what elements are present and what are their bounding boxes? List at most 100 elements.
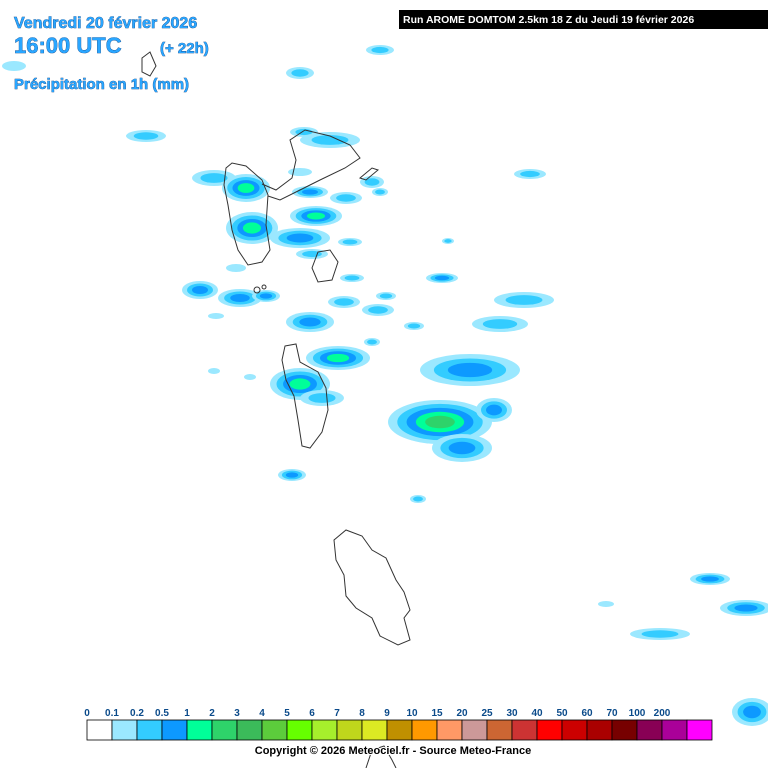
legend-swatch: [136, 719, 163, 741]
rain-cell: [288, 168, 312, 176]
montserrat: [141, 51, 157, 77]
rain-cell: [192, 286, 208, 294]
legend-swatch: [336, 719, 363, 741]
rain-cell: [407, 323, 421, 329]
rain-cell: [734, 604, 758, 612]
rain-cell: [259, 293, 273, 299]
legend-swatch: [661, 719, 688, 741]
legend-swatch: [511, 719, 538, 741]
rain-cell: [336, 194, 356, 202]
legend-swatch: [486, 719, 513, 741]
legend-swatch: [461, 719, 488, 741]
time: 16:00 UTC: [14, 33, 122, 58]
rain-cell: [434, 275, 450, 281]
coastlines: [141, 51, 411, 768]
rain-cell: [286, 233, 314, 243]
rain-cell: [344, 275, 360, 281]
rain-cell: [299, 317, 321, 327]
run-box: [399, 10, 768, 29]
rain-cell: [242, 222, 262, 234]
legend-label: 10: [406, 708, 418, 719]
legend-swatch: [411, 719, 438, 741]
legend-label: 200: [654, 708, 671, 719]
legend-swatch: [186, 719, 213, 741]
rain-cell: [367, 339, 377, 345]
precipitation-field: [2, 45, 768, 726]
legend-swatch: [236, 719, 263, 741]
rain-cell: [200, 173, 228, 183]
legend-label: 8: [359, 708, 365, 719]
dominica: [281, 343, 329, 449]
date: Vendredi 20 février 2026: [14, 15, 197, 32]
lead-time: (+ 22h): [160, 40, 209, 57]
legend-swatch: [636, 719, 663, 741]
rain-cell: [413, 496, 423, 502]
rain-cell: [379, 293, 393, 299]
rain-cell: [285, 472, 299, 478]
legend-swatch: [361, 719, 388, 741]
rain-cell: [598, 601, 614, 607]
legend-label: 0.2: [130, 708, 144, 719]
legend-swatch: [586, 719, 613, 741]
legend-swatch: [561, 719, 588, 741]
rain-cell: [334, 298, 354, 306]
rain-cell: [133, 132, 159, 140]
copyright: Copyright © 2026 Meteociel.fr - Source M…: [255, 745, 531, 757]
rain-cell: [701, 576, 719, 582]
legend-swatch: [436, 719, 463, 741]
desirade: [358, 167, 380, 181]
legend-swatch: [286, 719, 313, 741]
rain-cell: [448, 441, 476, 455]
rain-cell: [208, 313, 224, 319]
legend-label: 7: [334, 708, 340, 719]
guadeloupe-basse-terre: [223, 162, 271, 266]
legend-swatch: [111, 719, 138, 741]
rain-cell: [447, 362, 493, 378]
product: Précipitation en 1h (mm): [14, 76, 189, 93]
legend-swatch: [611, 719, 638, 741]
les-saintes: [253, 284, 267, 294]
rain-cell: [375, 189, 385, 195]
marie-galante: [311, 249, 339, 283]
legend-label: 25: [481, 708, 493, 719]
rain-cell: [230, 294, 250, 302]
rain-cell: [520, 170, 540, 178]
rain-cell: [364, 178, 380, 186]
legend-label: 100: [629, 708, 646, 719]
guadeloupe-grande-terre: [261, 129, 361, 201]
legend-label: 15: [431, 708, 443, 719]
legend-label: 0.1: [105, 708, 119, 719]
legend-label: 60: [581, 708, 593, 719]
legend-label: 1: [184, 708, 190, 719]
rain-cell: [308, 393, 336, 403]
rain-cell: [368, 306, 388, 314]
rain-cell: [291, 69, 309, 77]
rain-cell: [641, 630, 679, 638]
legend-swatch: [536, 719, 563, 741]
rain-cell: [208, 368, 220, 374]
legend-label: 4: [259, 708, 265, 719]
legend-label: 0.5: [155, 708, 169, 719]
rain-cell: [237, 183, 255, 193]
rain-cell: [743, 705, 761, 719]
martinique: [333, 529, 411, 646]
legend-swatch: [86, 719, 113, 741]
legend-label: 5: [284, 708, 290, 719]
rain-cell: [306, 212, 326, 220]
legend-swatch: [261, 719, 288, 741]
legend-swatch: [311, 719, 338, 741]
rain-cell: [289, 378, 311, 390]
legend-label: 40: [531, 708, 543, 719]
legend-label: 9: [384, 708, 390, 719]
rain-cell: [302, 189, 318, 195]
rain-cell: [2, 61, 26, 71]
legend-swatch: [161, 719, 188, 741]
rain-cell: [486, 404, 502, 416]
rain-cell: [505, 295, 543, 305]
legend-swatch: [386, 719, 413, 741]
run-info: Run AROME DOMTOM 2.5km 18 Z du Jeudi 19 …: [403, 14, 694, 26]
legend-label: 2: [209, 708, 215, 719]
legend-label: 6: [309, 708, 315, 719]
legend-label: 0: [84, 708, 90, 719]
